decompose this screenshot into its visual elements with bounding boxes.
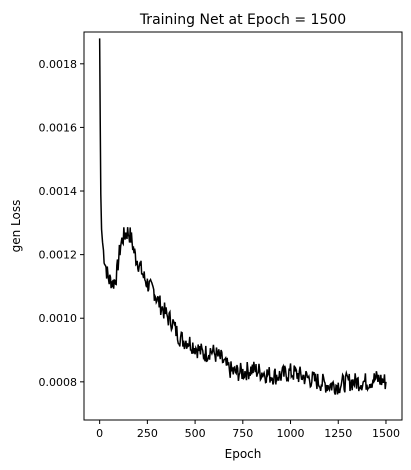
x-tick-label: 750 bbox=[232, 427, 253, 440]
x-tick-label: 1250 bbox=[324, 427, 352, 440]
y-axis-ticks: 0.0008 0.0010 0.0012 0.0014 0.0016 0.0018 bbox=[39, 58, 84, 389]
y-tick-label: 0.0012 bbox=[39, 249, 78, 262]
x-tick-label: 500 bbox=[185, 427, 206, 440]
chart-title: Training Net at Epoch = 1500 bbox=[139, 12, 346, 28]
x-tick-label: 1000 bbox=[277, 427, 305, 440]
y-tick-label: 0.0018 bbox=[39, 58, 78, 71]
y-tick-label: 0.0010 bbox=[39, 312, 78, 325]
x-tick-label: 0 bbox=[96, 427, 103, 440]
y-tick-label: 0.0014 bbox=[39, 185, 78, 198]
y-tick-label: 0.0016 bbox=[39, 121, 78, 134]
y-tick-label: 0.0008 bbox=[39, 376, 78, 389]
plot-area bbox=[98, 38, 387, 395]
x-tick-label: 250 bbox=[137, 427, 158, 440]
y-axis-label: gen Loss bbox=[9, 200, 23, 253]
x-axis-label: Epoch bbox=[225, 447, 262, 461]
x-tick-label: 1500 bbox=[372, 427, 400, 440]
x-axis-ticks: 0 250 500 750 1000 1250 1500 bbox=[96, 420, 400, 440]
plot-frame bbox=[83, 31, 403, 421]
series-line-0 bbox=[98, 38, 387, 395]
